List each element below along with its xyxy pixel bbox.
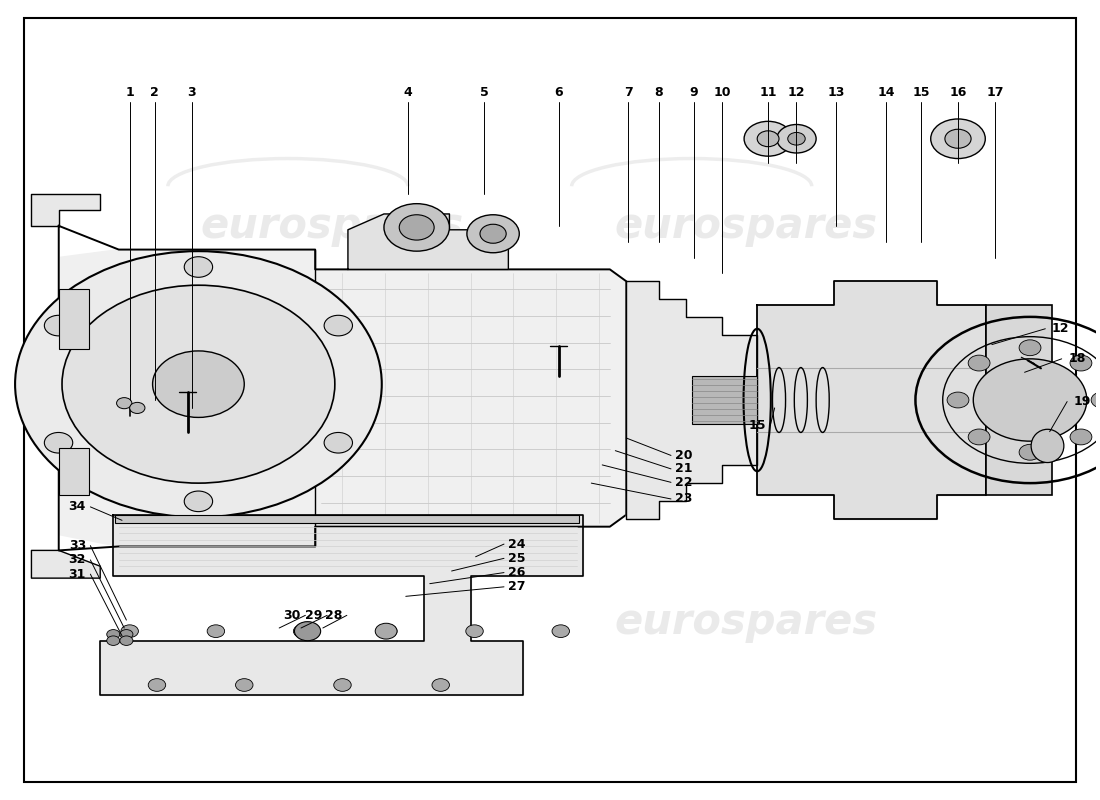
Text: 10: 10 [714,86,732,99]
Text: 4: 4 [404,86,412,99]
Text: 7: 7 [624,86,632,99]
Circle shape [788,133,805,145]
Text: 25: 25 [508,552,526,565]
Text: 18: 18 [1068,352,1086,366]
Circle shape [1019,340,1041,356]
Circle shape [1070,429,1092,445]
Circle shape [120,630,133,639]
Text: 11: 11 [759,86,777,99]
Text: 30: 30 [284,609,301,622]
Text: eurospares: eurospares [615,601,878,642]
Text: 9: 9 [690,86,698,99]
Circle shape [1070,355,1092,371]
Circle shape [15,251,382,517]
Polygon shape [348,214,508,270]
Circle shape [44,433,73,453]
Polygon shape [757,282,987,518]
Circle shape [552,625,570,638]
Circle shape [333,678,351,691]
Polygon shape [626,282,757,518]
Text: 17: 17 [987,86,1004,99]
Bar [116,514,580,522]
Text: 8: 8 [654,86,663,99]
Circle shape [974,359,1087,441]
Circle shape [931,119,986,158]
Text: 6: 6 [554,86,563,99]
Circle shape [324,433,352,453]
Circle shape [399,214,435,240]
Circle shape [130,402,145,414]
Polygon shape [100,514,583,694]
Polygon shape [32,550,100,578]
Circle shape [757,131,779,146]
Text: 33: 33 [69,539,86,552]
Text: 27: 27 [508,580,526,594]
Circle shape [432,678,450,691]
Circle shape [1091,392,1100,408]
Polygon shape [32,194,100,226]
Text: 21: 21 [675,462,693,475]
Circle shape [148,678,166,691]
Text: 12: 12 [1052,322,1069,335]
Text: 22: 22 [675,476,693,489]
Text: 15: 15 [912,86,930,99]
Bar [58,447,89,495]
Text: 15: 15 [748,419,766,432]
Circle shape [379,625,397,638]
Text: 32: 32 [68,554,86,566]
Circle shape [235,678,253,691]
Text: 26: 26 [508,566,526,579]
Circle shape [184,491,212,512]
Circle shape [153,351,244,418]
Circle shape [375,623,397,639]
Text: 16: 16 [949,86,967,99]
Circle shape [744,122,792,156]
Bar [987,305,1052,495]
Circle shape [44,315,73,336]
Text: 12: 12 [788,86,805,99]
Text: 24: 24 [508,538,526,550]
Text: 13: 13 [827,86,845,99]
Circle shape [120,636,133,646]
Text: 1: 1 [125,86,134,99]
Circle shape [324,315,352,336]
Circle shape [184,257,212,278]
Circle shape [207,625,224,638]
Circle shape [968,355,990,371]
Circle shape [295,622,321,641]
Circle shape [384,204,450,251]
Text: 28: 28 [326,609,342,622]
Circle shape [945,130,971,148]
Circle shape [466,214,519,253]
Text: 29: 29 [306,609,322,622]
Text: 14: 14 [877,86,894,99]
Circle shape [117,398,132,409]
Circle shape [121,625,139,638]
Text: 19: 19 [1074,395,1091,408]
Text: 5: 5 [480,86,488,99]
Ellipse shape [1031,430,1064,462]
Circle shape [777,125,816,153]
Text: 3: 3 [188,86,196,99]
Circle shape [947,392,969,408]
Circle shape [107,636,120,646]
Text: 34: 34 [68,500,86,514]
Text: 20: 20 [675,449,693,462]
Circle shape [465,625,483,638]
Polygon shape [58,226,626,546]
Text: 23: 23 [675,493,693,506]
Text: 31: 31 [68,568,86,581]
Text: eurospares: eurospares [615,205,878,247]
Bar [692,376,757,424]
Circle shape [968,429,990,445]
Circle shape [294,625,311,638]
Circle shape [107,630,120,639]
Circle shape [480,224,506,243]
Bar [58,289,89,349]
Text: eurospares: eurospares [200,205,463,247]
Circle shape [1019,444,1041,460]
Circle shape [62,286,334,483]
Text: 2: 2 [151,86,160,99]
